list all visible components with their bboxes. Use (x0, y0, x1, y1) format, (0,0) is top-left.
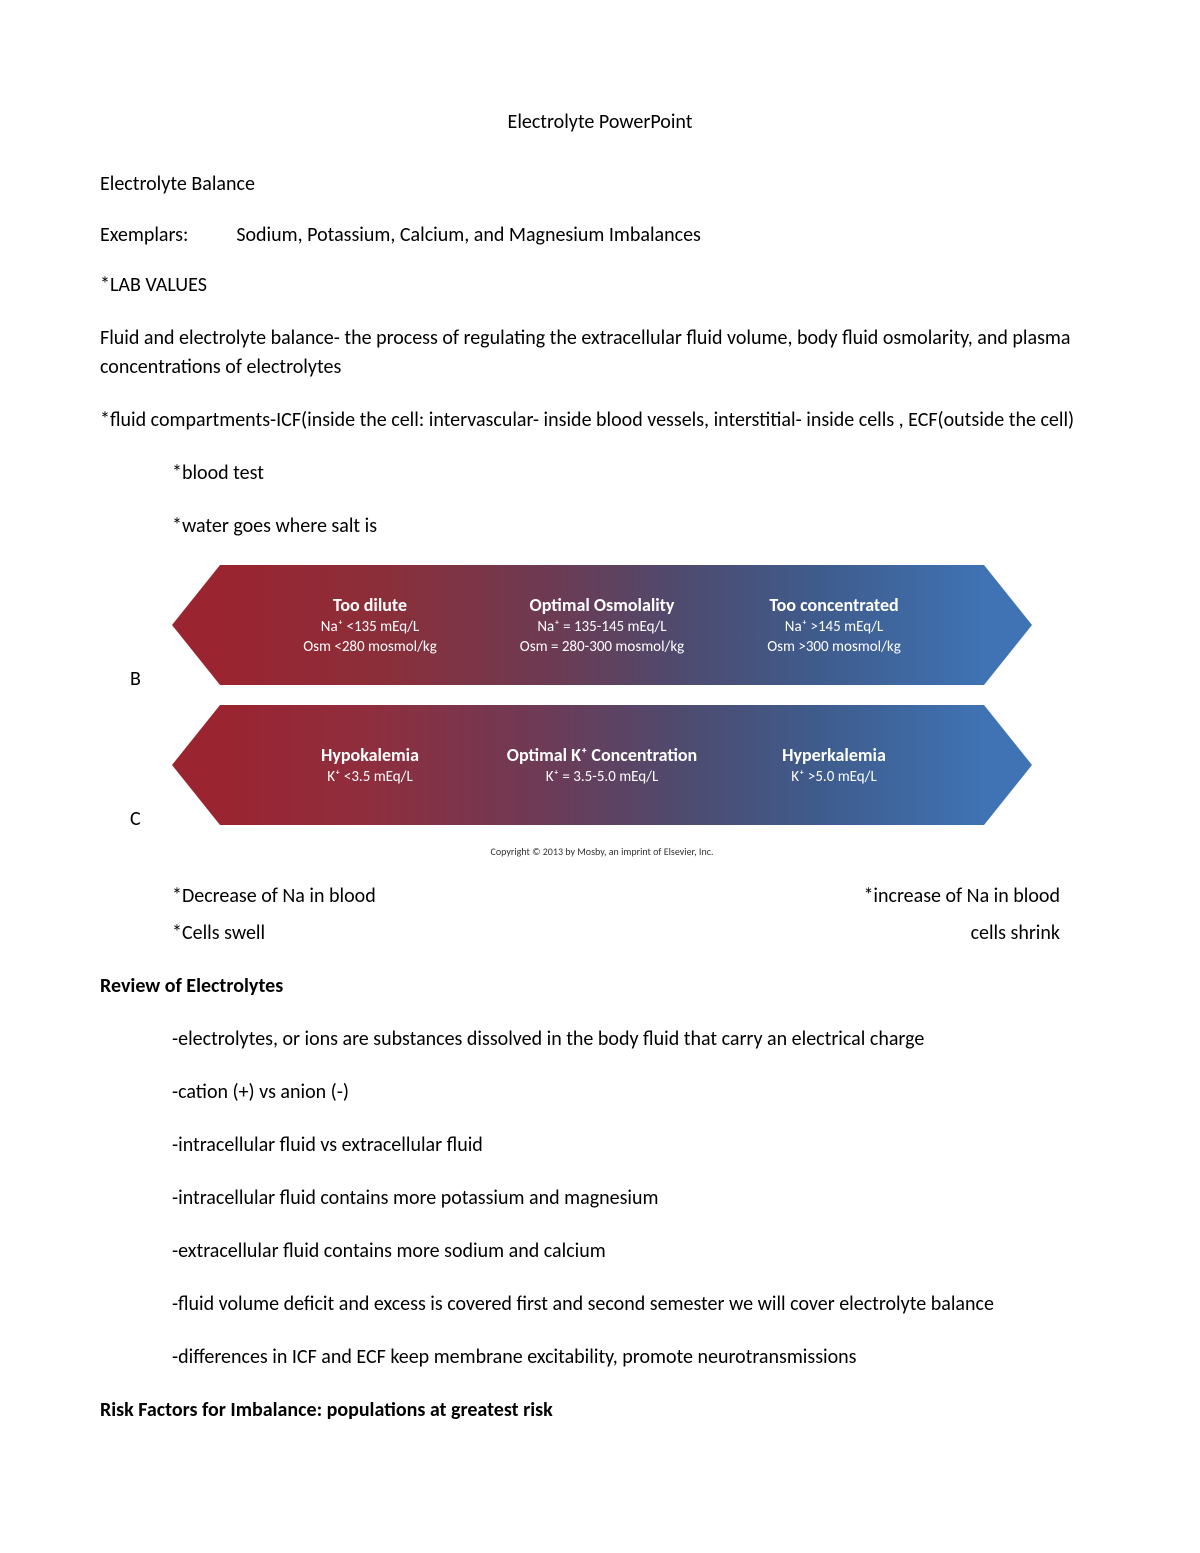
review-item: -intracellular fluid contains more potas… (172, 1184, 1100, 1213)
definition-paragraph: Fluid and electrolyte balance- the proce… (100, 324, 1100, 382)
review-item: -electrolytes, or ions are substances di… (172, 1025, 1100, 1054)
seg-line: Na⁺ = 135-145 mEq/L (486, 617, 718, 637)
document-page: Electrolyte PowerPoint Electrolyte Balan… (0, 0, 1200, 1509)
sodium-optimal: Optimal Osmolality Na⁺ = 135-145 mEq/L O… (486, 593, 718, 658)
optimal-k: Optimal K⁺ Concentration K⁺ = 3.5-5.0 mE… (486, 743, 718, 788)
review-item: -fluid volume deficit and excess is cove… (172, 1290, 1100, 1319)
bullet-water-salt: *water goes where salt is (172, 512, 1100, 541)
review-item: -differences in ICF and ECF keep membran… (172, 1343, 1100, 1372)
seg-title: Optimal K⁺ Concentration (486, 743, 718, 767)
hyperkalemia: Hyperkalemia K⁺ >5.0 mEq/L (718, 743, 950, 788)
seg-line: K⁺ <3.5 mEq/L (254, 767, 486, 787)
sodium-arrow-body: Too dilute Na⁺ <135 mEq/L Osm <280 mosmo… (220, 565, 984, 685)
seg-title: Hypokalemia (254, 743, 486, 767)
sodium-too-concentrated: Too concentrated Na⁺ >145 mEq/L Osm >300… (718, 593, 950, 658)
potassium-arrow-row: C Hypokalemia K⁺ <3.5 mEq/L Optimal K⁺ C… (172, 705, 1032, 825)
exemplars-label: Exemplars: (100, 223, 188, 247)
seg-title: Hyperkalemia (718, 743, 950, 767)
diagram-copyright: Copyright © 2013 by Mosby, an imprint of… (172, 845, 1032, 858)
na-effects-row2: *Cells swell cells shrink (172, 919, 1060, 948)
compartments-paragraph: *fluid compartments-ICF(inside the cell:… (100, 406, 1100, 435)
hypokalemia: Hypokalemia K⁺ <3.5 mEq/L (254, 743, 486, 788)
seg-line: K⁺ >5.0 mEq/L (718, 767, 950, 787)
seg-line: Osm = 280-300 mosmol/kg (486, 637, 718, 657)
review-item: -intracellular fluid vs extracellular fl… (172, 1131, 1100, 1160)
section-heading: Electrolyte Balance (100, 170, 1100, 199)
review-heading: Review of Electrolytes (100, 972, 1100, 1001)
sodium-arrow-row: B Too dilute Na⁺ <135 mEq/L Osm <280 mos… (172, 565, 1032, 685)
arrow-left-icon (172, 565, 220, 685)
osmolality-diagram: B Too dilute Na⁺ <135 mEq/L Osm <280 mos… (172, 565, 1032, 858)
na-decrease: *Decrease of Na in blood (172, 882, 376, 911)
seg-title: Too dilute (254, 593, 486, 617)
row-label-b: B (130, 667, 141, 691)
document-title: Electrolyte PowerPoint (100, 110, 1100, 134)
seg-title: Optimal Osmolality (486, 593, 718, 617)
seg-line: K⁺ = 3.5-5.0 mEq/L (486, 767, 718, 787)
risk-factors-heading: Risk Factors for Imbalance: populations … (100, 1396, 1100, 1425)
bullet-blood-test: *blood test (172, 459, 1100, 488)
cells-shrink: cells shrink (971, 919, 1060, 948)
arrow-left-icon (172, 705, 220, 825)
exemplars-value: Sodium, Potassium, Calcium, and Magnesiu… (236, 223, 701, 247)
na-effects-row1: *Decrease of Na in blood *increase of Na… (172, 882, 1060, 911)
seg-line: Osm >300 mosmol/kg (718, 637, 950, 657)
seg-line: Na⁺ >145 mEq/L (718, 617, 950, 637)
row-label-c: C (130, 807, 141, 831)
review-item: -cation (+) vs anion (-) (172, 1078, 1100, 1107)
seg-title: Too concentrated (718, 593, 950, 617)
cells-swell: *Cells swell (172, 919, 265, 948)
potassium-arrow-body: Hypokalemia K⁺ <3.5 mEq/L Optimal K⁺ Con… (220, 705, 984, 825)
seg-line: Na⁺ <135 mEq/L (254, 617, 486, 637)
sodium-too-dilute: Too dilute Na⁺ <135 mEq/L Osm <280 mosmo… (254, 593, 486, 658)
seg-line: Osm <280 mosmol/kg (254, 637, 486, 657)
exemplars-line: Exemplars: Sodium, Potassium, Calcium, a… (100, 223, 1100, 247)
review-item: -extracellular fluid contains more sodiu… (172, 1237, 1100, 1266)
na-increase: *increase of Na in blood (863, 882, 1060, 911)
arrow-right-icon (984, 565, 1032, 685)
lab-values-note: *LAB VALUES (100, 271, 1100, 300)
arrow-right-icon (984, 705, 1032, 825)
